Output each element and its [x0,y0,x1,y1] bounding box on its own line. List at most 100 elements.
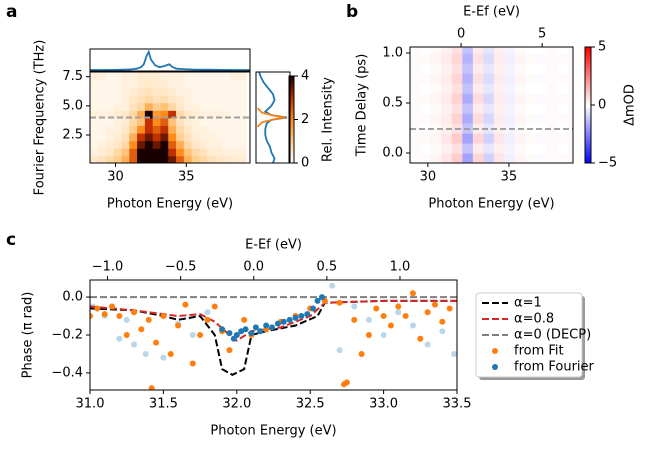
heat-cell [504,143,516,154]
heat-cell [536,103,548,114]
colorbar-slice [585,112,591,116]
heat-cell [90,87,99,96]
heat-cell [214,87,224,96]
colorbar-slice [585,68,591,71]
heat-cell [113,110,123,119]
heat-cell [129,140,138,149]
heat-cell [222,140,232,149]
colorbar-slice [585,95,591,98]
y-axis-title: Time Delay (ps) [355,54,370,158]
heat-cell [176,110,185,119]
heat-cell [451,53,463,64]
heat-cell [451,143,463,154]
colorbar-slice [289,131,294,134]
scatter-point [358,350,365,357]
heat-cell [430,123,442,134]
scatter-point [269,324,276,331]
heat-cell [152,87,162,96]
scatter-point [242,326,249,333]
scatter-point [263,322,270,329]
heat-cell [515,93,527,104]
heat-cell [420,153,432,163]
heat-cell [176,148,185,157]
heat-cell [483,113,495,124]
x-tick-label: 35 [501,170,518,185]
colorbar-slice [585,56,591,60]
heat-cell [515,83,527,94]
heat-cell [238,132,247,142]
heat-cell [410,73,421,84]
heat-cell [168,125,177,134]
colorbar-slice [585,99,591,102]
scatter-point [123,316,130,323]
heat-cell [230,87,239,96]
heat-cell [98,140,107,149]
scatter-point [439,318,446,325]
heat-cell [230,117,239,126]
colorbar-slice [585,77,591,81]
heat-cell [483,153,495,163]
heat-cell [113,125,123,134]
heat-cell [420,73,432,84]
colorbar-slice [585,141,591,145]
heat-cell [113,132,123,142]
colorbar-slice [585,124,591,127]
colorbar-slice [289,86,294,89]
heat-cell [199,72,208,81]
heat-cell [144,132,154,142]
colorbar-slice [585,147,591,150]
heat-cell [113,117,123,126]
heat-cell [183,140,193,149]
colorbar-slice [585,114,591,118]
colorbar-slice [289,77,294,80]
scatter-point [380,313,387,320]
colorbar-slice [289,99,294,102]
heat-cell [441,53,453,64]
heat-cell [160,117,169,126]
colorbar-slice [289,90,294,93]
heat-cell [214,95,224,104]
scatter-point [233,332,240,338]
heat-cell [183,117,193,126]
colorbar-slice [585,93,591,96]
data-line [90,299,457,376]
colorbar-slice [289,129,294,132]
colorbar-slice [585,70,591,73]
heat-cell [121,87,130,96]
heat-cell [451,47,463,54]
heat-cell [144,110,154,119]
panel-label: c [6,230,16,250]
heat-cell [214,125,224,134]
heat-cell [129,125,138,134]
colorbar-slice [585,130,591,133]
heat-cell [191,79,200,89]
heat-cell [152,110,162,119]
heat-cell [129,95,138,104]
colorbar-slice [289,94,294,97]
heat-cell [152,102,162,111]
heat-cell [451,133,463,144]
heat-cell [546,53,558,64]
colorbar-slice [289,155,294,158]
plot-area [90,72,250,163]
heat-cell [90,117,99,126]
heat-cell [191,140,200,149]
colorbar-slice [289,122,294,125]
heat-cell [525,53,537,64]
heat-cell [105,110,115,119]
heat-cell [230,102,239,111]
heat-cell [191,117,200,126]
colorbar-slice [289,78,294,81]
heat-cell [238,95,247,104]
heat-cell [420,53,432,64]
heat-cell [567,143,573,154]
scatter-point [310,305,317,312]
axes-frame [409,46,574,164]
heat-cell [462,143,474,154]
heat-cell [137,87,146,96]
x2-tick-label: 0.0 [243,260,264,275]
heat-cell [410,47,421,54]
heat-cell [105,155,115,163]
colorbar-slice [585,157,591,160]
